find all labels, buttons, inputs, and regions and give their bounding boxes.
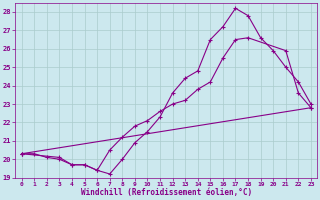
X-axis label: Windchill (Refroidissement éolien,°C): Windchill (Refroidissement éolien,°C) — [81, 188, 252, 197]
